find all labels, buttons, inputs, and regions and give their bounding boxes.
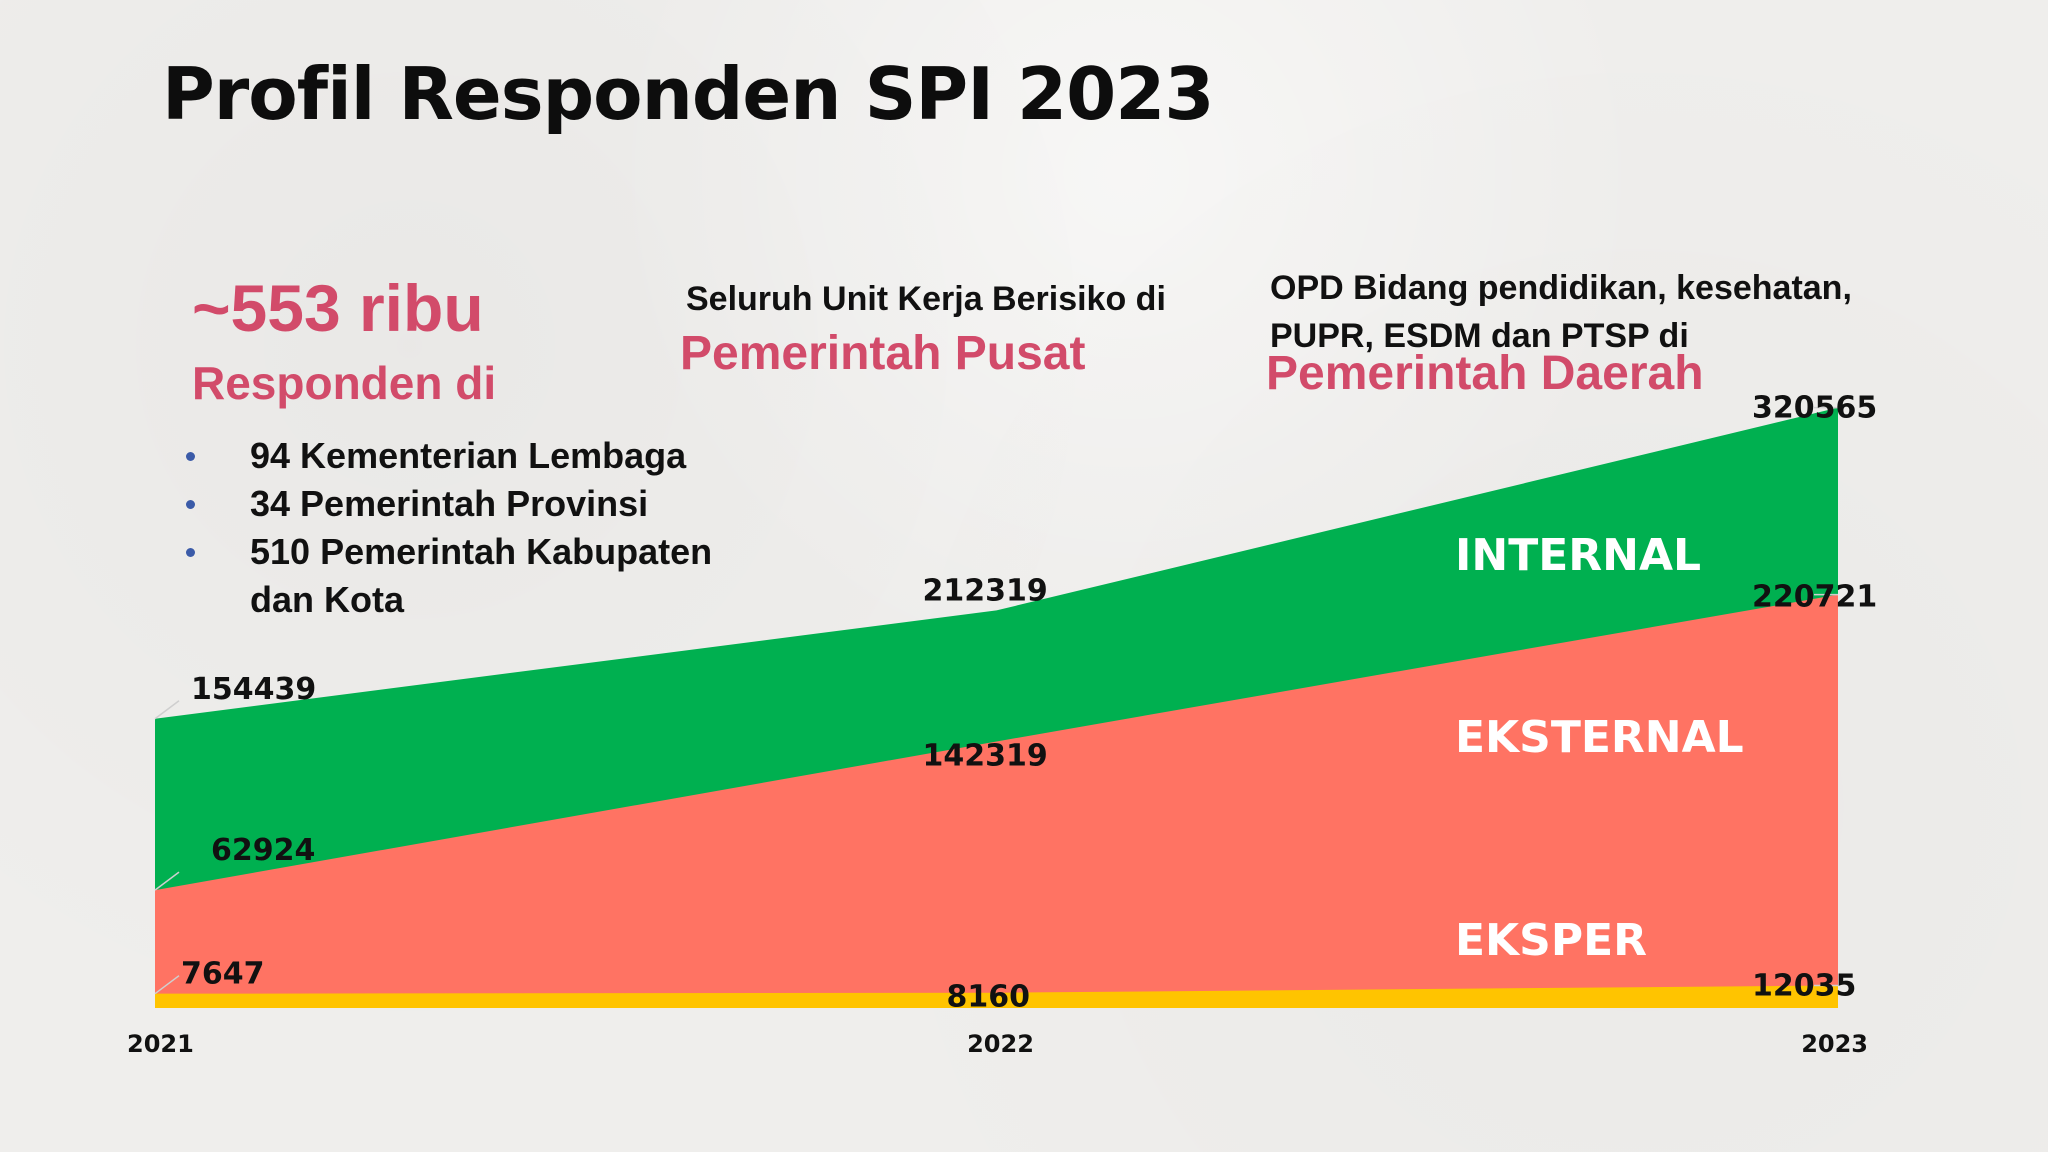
bullet-icon — [186, 500, 195, 509]
respondent-label: Responden di — [192, 357, 497, 409]
data-label: 154439 — [191, 672, 316, 707]
bullet-icon — [186, 548, 195, 557]
series-label-eksper: EKSPER — [1455, 915, 1647, 966]
x-tick-label: 2023 — [1801, 1030, 1868, 1058]
pusat-description: Seluruh Unit Kerja Berisiko di — [686, 280, 1166, 318]
daerah-description: OPD Bidang pendidikan, kesehatan, PUPR, … — [1270, 264, 1852, 360]
data-label: 12035 — [1752, 968, 1856, 1003]
leader-line — [154, 871, 180, 891]
data-label: 8160 — [947, 980, 1031, 1015]
data-label: 220721 — [1752, 580, 1877, 615]
page-title: Profil Responden SPI 2023 — [162, 52, 1214, 136]
respondent-list: 94 Kementerian Lembaga 34 Pemerintah Pro… — [186, 432, 770, 624]
series-label-eksternal: EKSTERNAL — [1455, 712, 1744, 763]
series-label-internal: INTERNAL — [1455, 530, 1701, 581]
x-tick-label: 2022 — [967, 1030, 1034, 1058]
list-item: 94 Kementerian Lembaga — [186, 432, 770, 480]
leader-line — [154, 975, 180, 995]
list-item: 510 Pemerintah Kabupaten dan Kota — [186, 528, 770, 624]
x-tick-label: 2021 — [127, 1030, 194, 1058]
leader-line — [154, 700, 180, 720]
data-label: 212319 — [923, 573, 1048, 608]
data-label: 320565 — [1752, 391, 1877, 426]
pusat-label: Pemerintah Pusat — [680, 327, 1086, 380]
data-label: 7647 — [181, 957, 265, 992]
bullet-icon — [186, 452, 195, 461]
data-label: 62924 — [211, 833, 315, 868]
daerah-description-line1: OPD Bidang pendidikan, kesehatan, — [1270, 269, 1852, 307]
list-item: 34 Pemerintah Provinsi — [186, 480, 770, 528]
respondent-count: ~553 ribu — [192, 271, 484, 345]
area-eksper — [155, 985, 1838, 1008]
area-eksternal — [155, 594, 1838, 1008]
data-label: 142319 — [923, 738, 1048, 773]
daerah-description-line2: PUPR, ESDM dan PTSP di — [1270, 317, 1689, 355]
daerah-label: Pemerintah Daerah — [1266, 347, 1704, 400]
